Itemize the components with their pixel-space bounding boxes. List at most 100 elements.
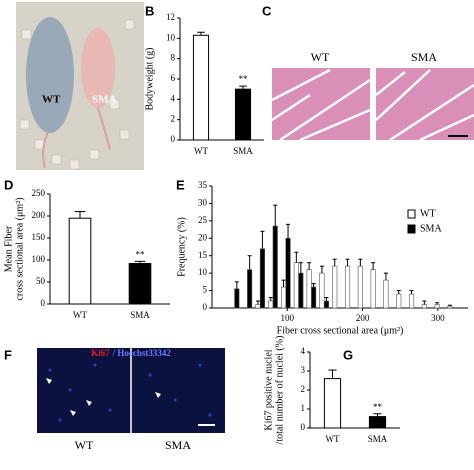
y-tick-label: 0 bbox=[203, 302, 208, 312]
y-tick-label: 100 bbox=[32, 254, 46, 264]
tail bbox=[97, 107, 111, 151]
y-tick-label: 200 bbox=[32, 210, 46, 220]
histology-sma bbox=[376, 68, 474, 140]
arrowheads bbox=[46, 378, 161, 416]
bar bbox=[306, 269, 312, 309]
significance: ** bbox=[239, 74, 249, 84]
y-tick-label: 15 bbox=[198, 250, 208, 260]
y-tick-label: 50 bbox=[36, 276, 46, 286]
y-tick-label: 1 bbox=[301, 403, 306, 413]
y-tick-label: 5 bbox=[203, 285, 208, 295]
caption: SMA bbox=[92, 94, 117, 106]
panel-label: A bbox=[4, 1, 14, 16]
y-tick-label: 4 bbox=[301, 346, 306, 356]
y-tick-label: 150 bbox=[32, 232, 46, 242]
bar bbox=[298, 272, 304, 309]
bar bbox=[370, 269, 376, 309]
bar bbox=[272, 225, 278, 309]
x-tick-label: WT bbox=[73, 310, 87, 320]
legend-swatch bbox=[407, 209, 416, 219]
bar bbox=[421, 304, 427, 309]
bar bbox=[234, 88, 252, 141]
bar bbox=[68, 217, 92, 305]
y-tick-label: 2 bbox=[301, 384, 306, 394]
y-tick-label: 8 bbox=[171, 53, 176, 63]
bar bbox=[268, 300, 274, 309]
x-tick-label: 300 bbox=[431, 313, 445, 323]
bar bbox=[247, 269, 253, 309]
y-tick-label: 0 bbox=[41, 298, 46, 308]
caption: WT bbox=[311, 50, 330, 64]
significance: ** bbox=[136, 249, 146, 259]
y-axis-label: Mean Fiber bbox=[3, 225, 14, 272]
caption: SMA bbox=[165, 438, 191, 452]
bar bbox=[128, 263, 152, 305]
bar bbox=[396, 293, 402, 309]
panel-label: G bbox=[343, 347, 353, 362]
bar bbox=[408, 293, 415, 309]
y-tick-label: 20 bbox=[198, 232, 208, 242]
y-tick-label: 10 bbox=[198, 267, 208, 277]
mouse-wt bbox=[26, 17, 74, 133]
caption: WT bbox=[42, 94, 61, 106]
x-tick-label: SMA bbox=[130, 310, 150, 320]
x-tick-label: SMA bbox=[233, 146, 253, 156]
panel-label: F bbox=[4, 347, 12, 362]
x-tick-label: WT bbox=[326, 434, 340, 444]
bar bbox=[368, 416, 387, 429]
y-tick-label: 35 bbox=[198, 180, 208, 190]
y-tick-label: 10 bbox=[166, 32, 176, 42]
bar bbox=[319, 272, 325, 309]
y-tick-label: 0 bbox=[171, 134, 176, 144]
bar bbox=[344, 265, 351, 309]
bar bbox=[311, 286, 317, 309]
caption: SMA bbox=[411, 50, 437, 64]
y-axis-label: Bodyweight (g) bbox=[144, 47, 155, 110]
bar bbox=[383, 279, 389, 309]
y-tick-label: 30 bbox=[198, 197, 208, 207]
y-tick-label: 3 bbox=[301, 365, 306, 375]
bar bbox=[234, 288, 240, 309]
panel-label: E bbox=[176, 177, 185, 192]
y-axis-label: Ki67 positive nuclei bbox=[263, 349, 274, 430]
bar bbox=[285, 237, 291, 309]
bar bbox=[434, 304, 440, 309]
y-tick-label: 6 bbox=[171, 73, 176, 83]
bar bbox=[192, 34, 210, 141]
bar bbox=[357, 265, 363, 309]
y-axis-label: cross sectional area (μm²) bbox=[14, 197, 25, 300]
y-axis-label: Frequency (%) bbox=[176, 217, 187, 277]
legend-label: WT bbox=[420, 208, 436, 219]
x-axis-label: Fiber cross sectional area (μm²) bbox=[277, 325, 404, 336]
bar bbox=[447, 305, 453, 309]
legend-swatch bbox=[407, 224, 416, 234]
bar bbox=[323, 378, 342, 429]
y-axis-label: /total number of nuclei (%) bbox=[274, 336, 285, 445]
panel-label: C bbox=[262, 3, 272, 18]
bar bbox=[280, 286, 287, 309]
mouse-sma bbox=[81, 28, 115, 108]
tail bbox=[42, 131, 49, 169]
y-tick-label: 0 bbox=[301, 422, 306, 432]
bedding bbox=[19, 19, 135, 170]
bar bbox=[332, 265, 338, 309]
x-tick-label: SMA bbox=[368, 434, 388, 444]
histology-wt bbox=[272, 68, 370, 140]
y-tick-label: 250 bbox=[32, 188, 46, 198]
bar bbox=[259, 248, 265, 309]
y-tick-label: 25 bbox=[198, 215, 208, 225]
caption: WT bbox=[75, 438, 94, 452]
x-tick-label: 200 bbox=[356, 313, 370, 323]
nuclei bbox=[48, 363, 212, 422]
panel-label: B bbox=[145, 3, 154, 18]
y-tick-label: 12 bbox=[166, 12, 175, 22]
bar bbox=[323, 300, 329, 309]
y-tick-label: 2 bbox=[171, 114, 176, 124]
image-title: Ki67/ Hoechst33342 bbox=[91, 348, 171, 358]
fiber-gaps bbox=[271, 68, 474, 142]
significance: ** bbox=[373, 402, 383, 412]
x-tick-label: 100 bbox=[281, 313, 295, 323]
x-tick-label: WT bbox=[194, 146, 208, 156]
bar bbox=[255, 304, 261, 309]
